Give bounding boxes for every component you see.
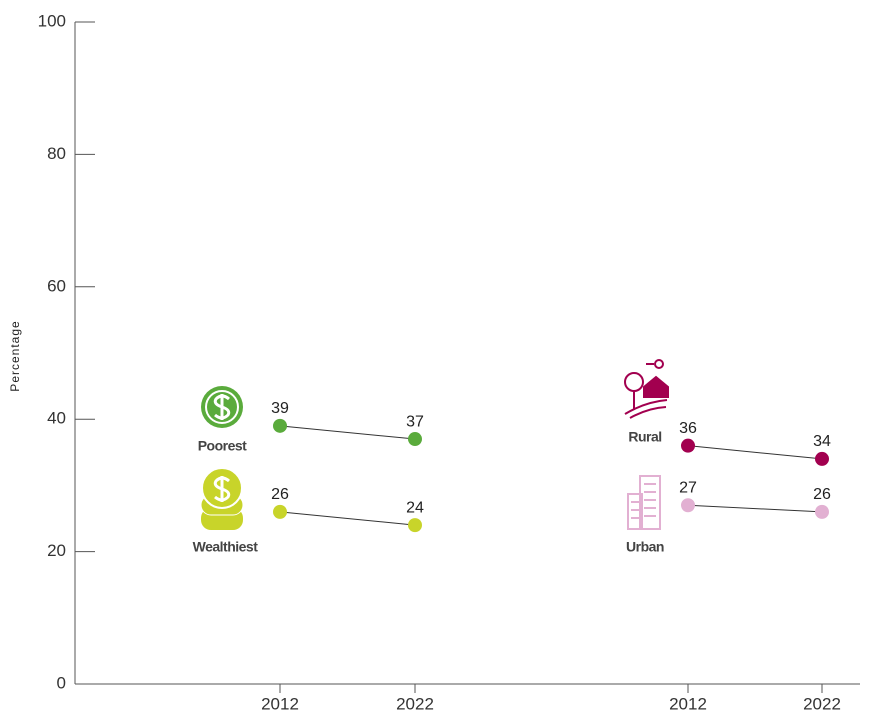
x-tick-label: 2012 — [669, 694, 707, 713]
y-tick-label: 40 — [47, 409, 66, 428]
series-label: Wealthiest — [193, 539, 259, 555]
slope-line — [687, 445, 823, 460]
point — [681, 438, 695, 453]
point — [273, 504, 287, 519]
value-label: 37 — [406, 413, 424, 430]
series-label: Poorest — [198, 438, 247, 454]
coin-icon — [201, 386, 243, 428]
y-axis-label: Percentage — [8, 320, 22, 391]
value-label: 27 — [679, 479, 697, 496]
coins-icon — [200, 467, 244, 530]
value-label: 36 — [679, 420, 697, 437]
rural-icon — [624, 359, 669, 419]
x-tick-label: 2022 — [803, 694, 841, 713]
slope-line — [279, 511, 416, 526]
series-label: Urban — [626, 539, 664, 555]
slope-line — [279, 425, 416, 440]
value-label: 39 — [271, 400, 289, 417]
series-label: Rural — [628, 429, 661, 445]
value-label: 24 — [406, 499, 424, 516]
urban-icon — [627, 475, 661, 530]
point — [815, 451, 829, 466]
point — [408, 432, 422, 447]
x-tick-label: 2012 — [261, 694, 299, 713]
slope-line — [687, 504, 823, 513]
value-label: 26 — [813, 486, 831, 503]
point — [815, 504, 829, 519]
point — [681, 498, 695, 513]
x-tick-label: 2022 — [396, 694, 434, 713]
y-tick-label: 0 — [57, 673, 66, 692]
y-tick-label: 100 — [38, 11, 66, 30]
value-label: 34 — [813, 433, 831, 450]
y-tick-label: 20 — [47, 541, 66, 560]
value-label: 26 — [271, 486, 289, 503]
y-tick-label: 80 — [47, 144, 66, 163]
y-tick-label: 60 — [47, 276, 66, 295]
point — [408, 518, 422, 533]
point — [273, 418, 287, 433]
